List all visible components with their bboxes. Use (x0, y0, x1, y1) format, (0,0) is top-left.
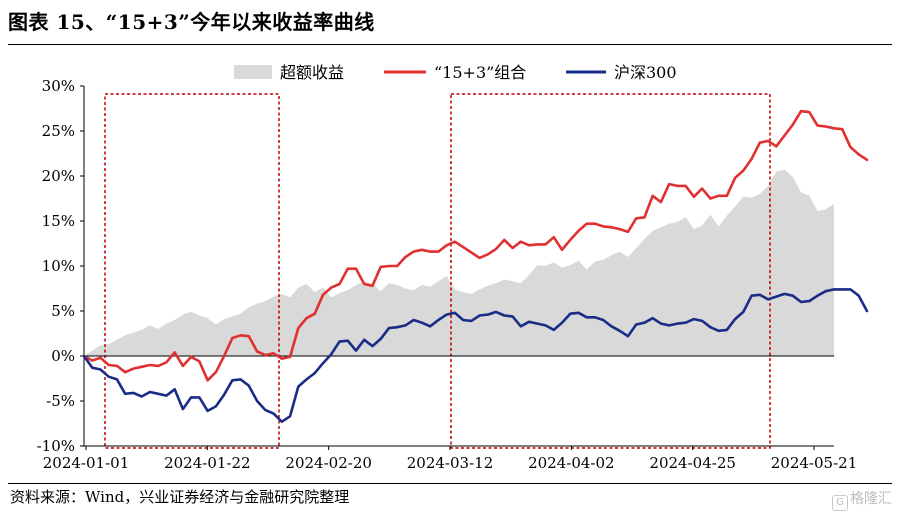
legend-label-excess: 超额收益 (280, 63, 344, 82)
portfolio-line (82, 109, 869, 382)
y-tick-label: 30% (42, 77, 75, 95)
x-tick-label: 2024-04-02 (528, 454, 614, 472)
x-tick-label: 2024-02-20 (285, 454, 371, 472)
excess-return-area (84, 169, 834, 356)
highlight-box-group (104, 93, 771, 449)
chart-title: 图表 15、“15+3”今年以来收益率曲线 (8, 10, 375, 34)
csi300-line (82, 288, 869, 424)
y-tick-label: 5% (51, 302, 75, 320)
x-tick-label: 2024-01-01 (43, 454, 129, 472)
x-tick-label: 2024-01-22 (164, 454, 250, 472)
y-tick-label: 10% (42, 257, 75, 275)
returns-chart: -10% -5% 0% 5% 10% 15% 20% 25% 30% 2024-01-01 2024… (37, 63, 869, 472)
source-note: 资料来源：Wind，兴业证券经济与金融研究院整理 (10, 488, 350, 506)
legend-label-portfolio: “15+3”组合 (434, 63, 526, 82)
line-series-group (82, 109, 869, 424)
y-tick-label: -10% (37, 437, 75, 455)
legend-swatch-excess (234, 65, 272, 79)
axes-group: -10% -5% 0% 5% 10% 15% 20% 25% 30% 2024-01-01 2024… (37, 77, 858, 472)
title-divider (8, 44, 892, 45)
legend: 超额收益 “15+3”组合 沪深300 (234, 63, 677, 82)
x-tick-label: 2024-04-25 (649, 454, 735, 472)
y-tick-label: 20% (42, 167, 75, 185)
watermark-text: 格隆汇 (850, 491, 892, 507)
y-tick-label: 25% (42, 122, 75, 140)
x-tick-label: 2024-03-12 (407, 454, 493, 472)
legend-label-csi300: 沪深300 (614, 63, 677, 82)
x-tick-label: 2024-05-21 (771, 454, 857, 472)
y-tick-label: 0% (51, 347, 75, 365)
excess-return-area-group (84, 169, 834, 356)
source-divider (8, 483, 892, 484)
watermark-logo-icon: G (832, 495, 848, 511)
highlight-box (450, 93, 771, 449)
y-tick-label: -5% (46, 392, 75, 410)
watermark: G 格隆汇 (832, 488, 892, 511)
y-tick-label: 15% (42, 212, 75, 230)
